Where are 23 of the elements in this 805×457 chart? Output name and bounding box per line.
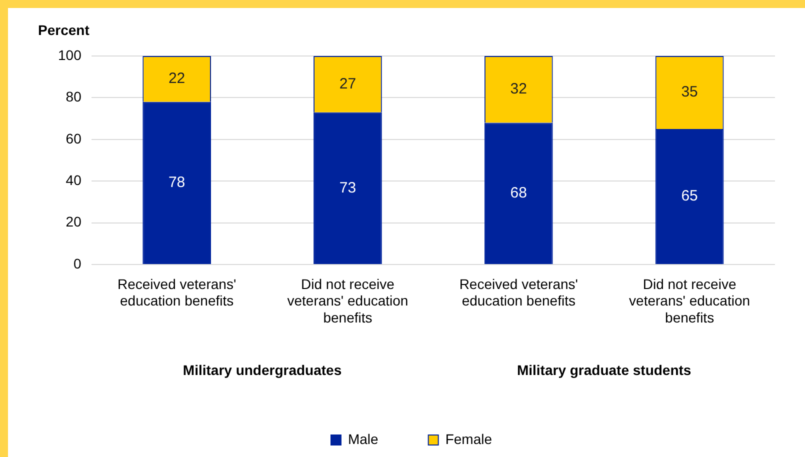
text: Military undergraduates <box>182 362 342 378</box>
x-tick-label: Received veterans' education benefits <box>459 276 578 309</box>
data-label: 68 <box>510 184 527 202</box>
x-tick-label: Did not receive veterans' education benefits <box>629 276 750 326</box>
data-label: 32 <box>510 80 527 98</box>
data-label: 65 <box>681 188 698 205</box>
data-label: 73 <box>339 179 356 196</box>
x-tick-label: Did not receive veterans' education benefits <box>287 276 408 326</box>
data-label: 78 <box>168 174 186 192</box>
y-tick-label: 60 <box>66 130 82 146</box>
y-tick-label: 0 <box>74 255 82 272</box>
text: Military graduate students <box>516 362 692 378</box>
data-label: 35 <box>681 84 698 101</box>
y-tick-label: 100 <box>58 46 82 63</box>
legend-label: Female <box>445 430 492 447</box>
data-label: 27 <box>339 75 356 92</box>
y-tick-label: 20 <box>66 214 82 230</box>
legend-label: Male <box>348 430 379 447</box>
data-label: 22 <box>168 70 186 88</box>
x-tick-label: Received veterans' education benefits <box>118 276 236 309</box>
y-tick-label: 80 <box>66 88 82 105</box>
y-axis-title: Percent <box>38 22 90 38</box>
y-tick-label: 40 <box>66 172 82 188</box>
